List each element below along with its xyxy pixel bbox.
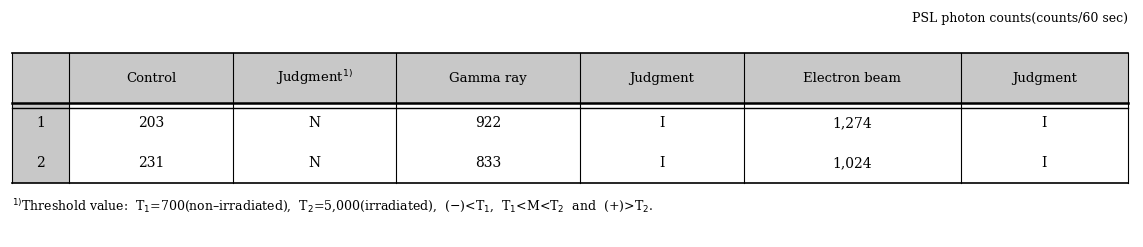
Text: 231: 231 (137, 156, 165, 170)
Text: $^{1)}$Threshold value:  T$_1$=700(non–irradiated),  T$_2$=5,000(irradiated),  (: $^{1)}$Threshold value: T$_1$=700(non–ir… (11, 198, 653, 215)
Text: 833: 833 (475, 156, 502, 170)
Text: I: I (660, 156, 664, 170)
Text: I: I (1041, 156, 1047, 170)
Bar (744, 53, 960, 103)
Bar (69, 143, 233, 183)
Text: Judgment: Judgment (1012, 71, 1077, 84)
Bar (397, 53, 580, 103)
Bar (580, 143, 744, 183)
Bar (960, 103, 1128, 143)
Text: Judgment: Judgment (630, 71, 694, 84)
Text: 1,024: 1,024 (832, 156, 872, 170)
Text: 203: 203 (138, 116, 163, 130)
Bar (69, 53, 233, 103)
Text: 2: 2 (37, 156, 45, 170)
Bar (69, 103, 233, 143)
Text: N: N (309, 156, 321, 170)
Text: I: I (660, 116, 664, 130)
Text: I: I (1041, 116, 1047, 130)
Bar (233, 103, 397, 143)
Text: 1: 1 (37, 116, 45, 130)
Text: Gamma ray: Gamma ray (449, 71, 527, 84)
Text: Judgment$^{1)}$: Judgment$^{1)}$ (277, 69, 353, 87)
Bar (11, 53, 69, 103)
Text: Electron beam: Electron beam (804, 71, 901, 84)
Bar (233, 53, 397, 103)
Text: N: N (309, 116, 321, 130)
Text: 1,274: 1,274 (832, 116, 872, 130)
Text: 922: 922 (475, 116, 502, 130)
Bar (960, 143, 1128, 183)
Bar (580, 53, 744, 103)
Bar (960, 53, 1128, 103)
Bar (397, 103, 580, 143)
Text: Control: Control (126, 71, 176, 84)
Bar (11, 143, 69, 183)
Bar (397, 143, 580, 183)
Bar (580, 103, 744, 143)
Bar (744, 103, 960, 143)
Bar (233, 143, 397, 183)
Bar (744, 143, 960, 183)
Bar (11, 103, 69, 143)
Text: PSL photon counts(counts/60 sec): PSL photon counts(counts/60 sec) (912, 12, 1128, 24)
